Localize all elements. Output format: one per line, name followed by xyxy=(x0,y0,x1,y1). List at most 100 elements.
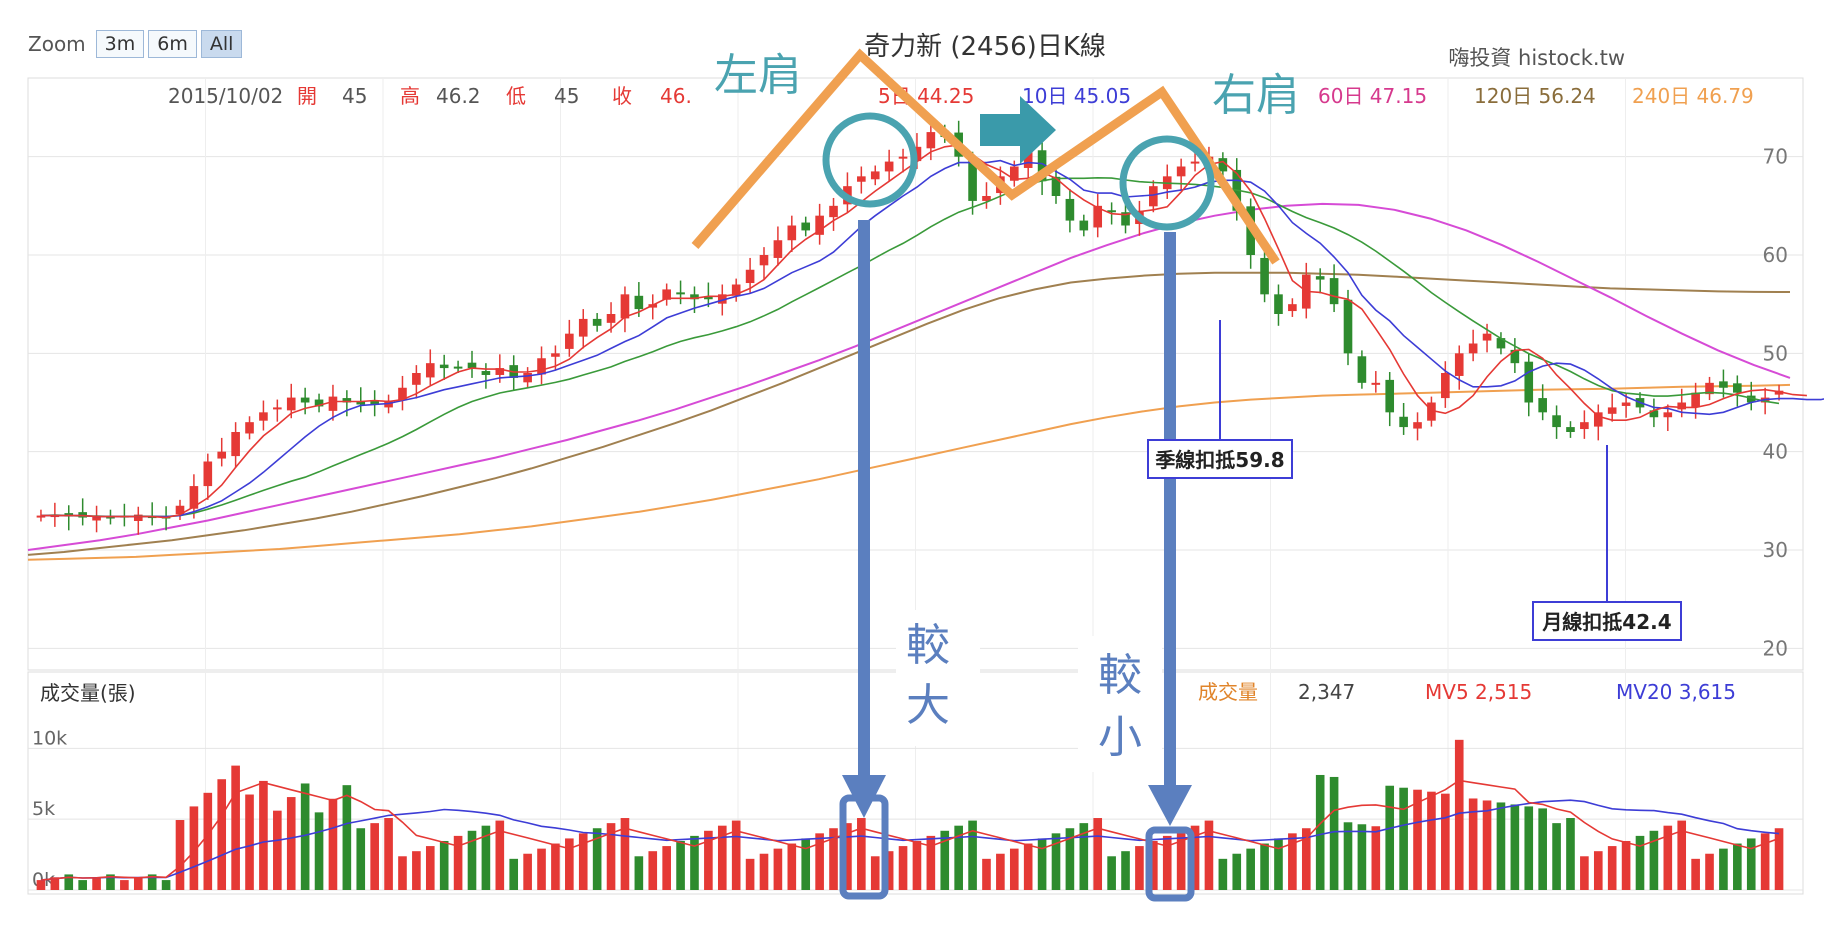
shoulder-outline xyxy=(691,48,1280,265)
larger-label-1: 較 xyxy=(906,620,950,671)
volume-value: 2,347 xyxy=(1298,680,1355,704)
volume-bar xyxy=(982,858,991,890)
candle-body xyxy=(1468,343,1478,354)
zoom-all-button[interactable]: All xyxy=(200,30,243,58)
volume-bar xyxy=(787,843,797,890)
volume-bar xyxy=(1329,776,1339,890)
ohlc-high: 46.2 xyxy=(436,84,481,108)
volume-bar xyxy=(342,785,352,890)
volume-bar xyxy=(1635,835,1645,890)
ma-legend: 5日 44.25 10日 45.05 60日 47.15 120日 56.24 … xyxy=(878,84,1754,108)
candle-body xyxy=(773,240,783,258)
candle-body xyxy=(884,161,894,172)
candle-body xyxy=(745,269,755,284)
volume-bar xyxy=(1232,853,1242,890)
month-deduct-label: 月線扣抵42.4 xyxy=(1541,610,1671,634)
volume-ma-lines xyxy=(40,779,1780,881)
volume-bar xyxy=(231,765,240,890)
candle-body xyxy=(1023,151,1033,168)
volume-bar xyxy=(412,851,421,890)
ohlc-readout: 2015/10/02 開 45 高 46.2 低 45 收 46. xyxy=(168,84,692,108)
candle-body xyxy=(1649,410,1659,418)
volume-label: 成交量 xyxy=(1198,680,1258,704)
candle-body xyxy=(1454,353,1464,376)
volume-bar xyxy=(1162,835,1172,890)
volume-bar xyxy=(356,828,366,890)
candle-body xyxy=(1510,349,1520,364)
volume-bar xyxy=(1190,825,1200,890)
ma-long-lines xyxy=(27,202,1791,561)
candle-body xyxy=(1288,304,1297,312)
candle-body xyxy=(815,215,824,235)
volume-bar xyxy=(425,846,435,890)
price-tick-label: 40 xyxy=(1763,440,1788,464)
candle-body xyxy=(1190,161,1200,164)
volume-bar xyxy=(384,818,393,890)
volume-tick-label: 10k xyxy=(32,727,67,749)
ma10-legend: 10日 45.05 xyxy=(1022,84,1131,108)
volume-bar xyxy=(259,780,268,890)
volume-bar xyxy=(1663,825,1673,890)
candle-body xyxy=(1121,212,1130,226)
candle-body xyxy=(662,289,671,300)
candle-body xyxy=(217,451,227,459)
zoom-6m-button[interactable]: 6m xyxy=(148,30,197,58)
zoom-3m-button[interactable]: 3m xyxy=(95,30,145,58)
volume-bar xyxy=(537,848,546,890)
candle-body xyxy=(412,373,421,385)
price-tick-label: 60 xyxy=(1763,243,1788,267)
volume-bar xyxy=(453,835,463,890)
candle-body xyxy=(133,514,143,521)
volume-bar xyxy=(1149,840,1158,890)
volume-bar xyxy=(565,838,574,890)
right-peak-circle xyxy=(1119,135,1215,231)
volume-bar xyxy=(676,840,685,890)
candle-body xyxy=(801,222,811,231)
volume-bar xyxy=(1774,828,1784,890)
volume-bar xyxy=(1621,840,1631,890)
volume-bar xyxy=(273,810,282,890)
candle-body xyxy=(551,353,560,357)
volume-bar xyxy=(829,828,838,890)
candle-body xyxy=(1663,412,1673,418)
volume-bar xyxy=(592,828,602,890)
candle-body xyxy=(1343,299,1353,354)
left-peak-circle xyxy=(822,112,918,208)
volume-bar xyxy=(1009,848,1019,890)
candle-body xyxy=(467,362,477,369)
volume-bar xyxy=(1288,833,1297,890)
candle-body xyxy=(425,363,435,378)
price-tick-label: 30 xyxy=(1763,538,1788,562)
volume-bar xyxy=(439,840,449,890)
ohlc-low: 45 xyxy=(554,84,579,108)
candle-body xyxy=(1580,422,1589,430)
volume-bar xyxy=(1079,823,1089,890)
ma60-line xyxy=(27,202,1791,551)
volume-bar xyxy=(495,820,505,890)
volume-bar xyxy=(1399,787,1408,890)
candle-body xyxy=(592,318,602,326)
volume-bar xyxy=(662,846,671,890)
candle-body xyxy=(1399,416,1408,428)
candle-body xyxy=(314,399,324,407)
volume-bar xyxy=(648,851,658,890)
volume-bar xyxy=(245,794,254,890)
ohlc-close-label: 收 xyxy=(612,84,632,108)
right-arrow-icon xyxy=(980,96,1056,164)
candle-body xyxy=(1051,176,1061,196)
candle-body xyxy=(523,373,532,383)
volume-bar xyxy=(1371,826,1381,890)
candle-body xyxy=(300,397,310,403)
candle-body xyxy=(1607,407,1617,414)
volume-bar xyxy=(1037,838,1047,890)
chart-title: 奇力新 (2456)日K線 xyxy=(864,32,1106,62)
ohlc-open: 45 xyxy=(342,84,367,108)
mv5-legend: MV5 2,515 xyxy=(1425,680,1532,704)
volume-bar xyxy=(1301,828,1311,890)
candle-body xyxy=(1176,166,1186,177)
candle-body xyxy=(92,515,101,521)
ma240-line xyxy=(27,383,1791,561)
volume-bar xyxy=(815,833,824,890)
candle-body xyxy=(1371,382,1381,385)
